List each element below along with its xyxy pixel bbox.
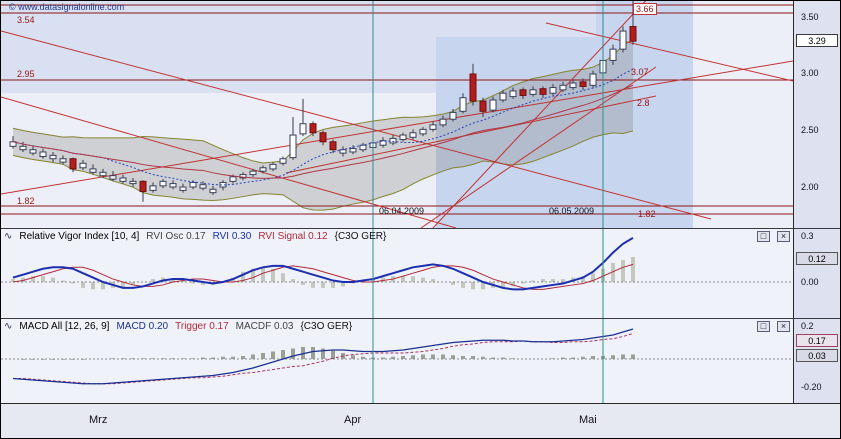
price-tick-300: 3.00 [801, 68, 819, 78]
rvi-signal-value: RVI Signal 0.12 [258, 230, 328, 242]
trendlines-layer [1, 1, 793, 228]
macd-histogram [21, 347, 635, 360]
trendline-price-label: 2.8 [637, 98, 650, 108]
rvi-signal-badge: 0.12 [796, 252, 838, 265]
rvi-symbol: {C3O GER} [334, 230, 387, 242]
price-level-label: 3.54 [17, 15, 35, 25]
trendline-price-label: 3.66 [633, 3, 657, 15]
rvi-close-button[interactable]: × [777, 230, 790, 242]
macd-wave-icon: ∿ [4, 320, 13, 332]
month-label-mrz: Mrz [89, 414, 108, 426]
month-label-mai: Mai [579, 414, 597, 426]
rvi-wave-icon: ∿ [4, 230, 13, 242]
rvi-line [12, 237, 634, 291]
macd-symbol: {C3O GER} [300, 320, 353, 332]
time-axis[interactable]: Mrz Apr Mai [1, 403, 840, 438]
bollinger-band [12, 39, 634, 211]
price-tick-250: 2.50 [801, 125, 819, 135]
trendline-price-label: 3.07 [631, 67, 649, 77]
rvi-header: ∿ Relative Vigor Index [10, 4] RVI Osc 0… [1, 229, 793, 243]
rvi-axis-high: 0.3 [801, 231, 814, 241]
value-axis: 3.50 3.29 3.00 2.50 2.00 0.3 0.12 0.00 0… [793, 1, 840, 403]
macd-hist-badge: 0.03 [796, 349, 838, 362]
rvi-maximize-button[interactable]: □ [757, 230, 770, 242]
date-label-may: 06.05.2009 [549, 206, 595, 216]
macd-panel: ∿ MACD All [12, 26, 9] MACD 0.20 Trigger… [1, 319, 793, 403]
price-tick-350: 3.50 [801, 12, 819, 22]
main-chart-panel: © www.datasignalonline.com 06.04.2009 06… [1, 1, 793, 228]
price-level-label: 2.95 [17, 69, 35, 79]
macd-trigger-value: Trigger 0.17 [175, 320, 229, 332]
macd-header: ∿ MACD All [12, 26, 9] MACD 0.20 Trigger… [1, 319, 793, 333]
price-tick-200: 2.00 [801, 182, 819, 192]
rvi-panel: ∿ Relative Vigor Index [10, 4] RVI Osc 0… [1, 229, 793, 318]
macd-chart-canvas[interactable] [1, 319, 793, 403]
trendline-price-label: 1.82 [638, 209, 656, 219]
macd-line [12, 328, 634, 385]
macd-trigger-badge: 0.17 [796, 334, 838, 347]
macd-axis-high: 0.2 [801, 321, 814, 331]
macd-axis-low: -0.20 [801, 382, 822, 392]
main-chart-canvas[interactable] [1, 1, 793, 228]
rvi-histogram [11, 257, 635, 290]
rvi-value: RVI 0.30 [212, 230, 252, 242]
price-level-label: 1.82 [17, 196, 35, 206]
rvi-axis-zero: 0.00 [801, 277, 819, 287]
candles-layer [9, 1, 637, 202]
macd-title: MACD All [12, 26, 9] [19, 320, 110, 332]
panel-divider [1, 318, 840, 319]
macd-close-button[interactable]: × [777, 320, 790, 332]
macd-maximize-button[interactable]: □ [757, 320, 770, 332]
macd-value: MACD 0.20 [116, 320, 169, 332]
macdf-value: MACDF 0.03 [235, 320, 294, 332]
rvi-title: Relative Vigor Index [10, 4] [19, 230, 140, 242]
watermark: © www.datasignalonline.com [9, 2, 125, 12]
rvi-chart-canvas[interactable] [1, 229, 793, 318]
ma-fast-line [12, 68, 634, 186]
month-label-apr: Apr [344, 414, 362, 426]
ma-slow-line [12, 84, 634, 179]
date-label-april: 06.04.2009 [379, 206, 425, 216]
last-price-badge: 3.29 [796, 34, 838, 47]
panel-divider [1, 228, 840, 229]
rvi-osc-value: RVI Osc 0.17 [146, 230, 206, 242]
